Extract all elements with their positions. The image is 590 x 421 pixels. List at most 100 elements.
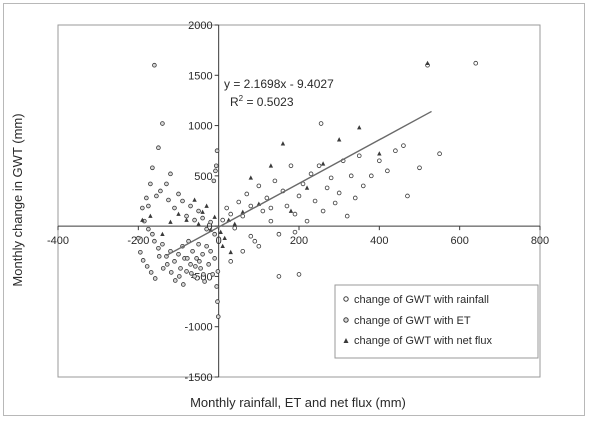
rainfall-point	[268, 218, 274, 224]
et-point	[164, 181, 169, 187]
rainfall-point	[336, 190, 342, 196]
et-point	[204, 243, 209, 249]
net-flux-point	[218, 229, 223, 234]
et-point	[200, 215, 205, 221]
legend-marker-et	[343, 317, 349, 323]
et-point	[193, 264, 198, 269]
net-flux-point	[140, 217, 145, 222]
rainfall-point	[332, 200, 338, 206]
x-tick-label: 0	[216, 235, 222, 247]
et-point	[210, 272, 215, 277]
et-point	[204, 226, 209, 232]
et-point	[208, 248, 213, 254]
et-point	[189, 271, 194, 276]
rainfall-point	[360, 183, 366, 189]
net-flux-point	[148, 213, 153, 218]
rainfall-point	[324, 185, 330, 191]
rainfall-point	[284, 203, 290, 209]
rainfall-point	[268, 205, 274, 211]
rainfall-point	[256, 243, 262, 249]
x-axis-title: Monthly rainfall, ET and net flux (mm)	[190, 395, 406, 410]
rainfall-point	[473, 60, 479, 66]
et-point	[156, 245, 161, 251]
et-point	[160, 121, 165, 126]
legend-marker-rainfall	[343, 296, 349, 302]
et-point	[214, 148, 220, 154]
et-point	[148, 270, 154, 275]
rainfall-point	[312, 198, 318, 204]
et-point	[140, 258, 146, 263]
et-point	[212, 256, 217, 261]
et-point	[196, 208, 201, 214]
net-flux-point	[196, 221, 201, 226]
rainfall-point	[220, 217, 225, 223]
legend-label-net-flux: change of GWT with net flux	[354, 335, 492, 347]
y-tick-label: -1000	[185, 322, 213, 334]
et-point	[144, 195, 149, 201]
rainfall-point	[356, 153, 362, 159]
et-point	[176, 252, 181, 257]
net-flux-point	[280, 141, 286, 146]
et-point	[213, 163, 219, 169]
net-flux-point	[357, 125, 362, 130]
et-point	[192, 217, 197, 223]
rainfall-point	[316, 163, 322, 169]
et-point	[188, 203, 193, 209]
rainfall-point	[292, 211, 298, 217]
x-tick-label: -400	[47, 235, 69, 247]
et-point	[190, 248, 195, 254]
y-tick-label: 2000	[188, 20, 212, 32]
et-point	[206, 262, 211, 267]
net-flux-point	[168, 219, 173, 224]
et-point	[160, 266, 166, 271]
et-point	[184, 213, 189, 219]
et-point	[213, 168, 218, 174]
et-point	[215, 314, 221, 319]
et-point	[214, 284, 219, 289]
rainfall-point	[244, 191, 250, 197]
et-point	[202, 279, 207, 284]
net-flux-point	[212, 214, 217, 219]
legend-marker-net-flux	[343, 338, 349, 343]
et-point	[208, 219, 213, 225]
et-point	[148, 181, 153, 187]
et-point	[166, 197, 171, 203]
et-point	[215, 269, 221, 274]
x-tick-label: 400	[370, 235, 388, 247]
et-point	[136, 235, 141, 241]
r-squared-symbol: R	[230, 95, 239, 109]
et-point	[146, 203, 151, 209]
y-tick-label: -500	[191, 271, 213, 283]
y-axis-title: Monthly change in GWT (mm)	[10, 113, 25, 286]
rainfall-point	[417, 165, 422, 171]
et-point	[176, 191, 181, 197]
r-squared-label: R2 = 0.5023	[230, 94, 294, 109]
rainfall-point	[308, 171, 314, 177]
rainfall-point	[276, 231, 282, 237]
net-flux-point	[184, 217, 189, 222]
r-squared-value: = 0.5023	[243, 95, 294, 109]
rainfall-point	[296, 272, 302, 277]
et-point	[168, 171, 173, 177]
figure-frame	[3, 3, 585, 416]
et-point	[144, 264, 150, 269]
rainfall-point	[352, 195, 358, 201]
et-point	[177, 274, 182, 279]
et-point	[194, 256, 199, 261]
legend-box	[334, 284, 539, 359]
net-flux-point	[320, 161, 326, 166]
et-point	[181, 282, 186, 287]
et-point	[198, 266, 203, 271]
trendline-annotation: y = 2.1698x - 9.4027 R2 = 0.5023	[224, 77, 334, 109]
rainfall-point	[385, 168, 390, 174]
et-point	[188, 262, 193, 267]
rainfall-point	[296, 193, 302, 199]
net-flux-point	[268, 163, 274, 168]
net-flux-point	[288, 208, 294, 213]
y-tick-label: 1000	[188, 121, 212, 133]
rainfall-point	[393, 148, 398, 154]
rainfall-point	[344, 213, 350, 219]
legend: change of GWT with rainfall change of GW…	[334, 284, 539, 359]
et-point	[192, 274, 197, 279]
rainfall-point	[320, 208, 326, 214]
